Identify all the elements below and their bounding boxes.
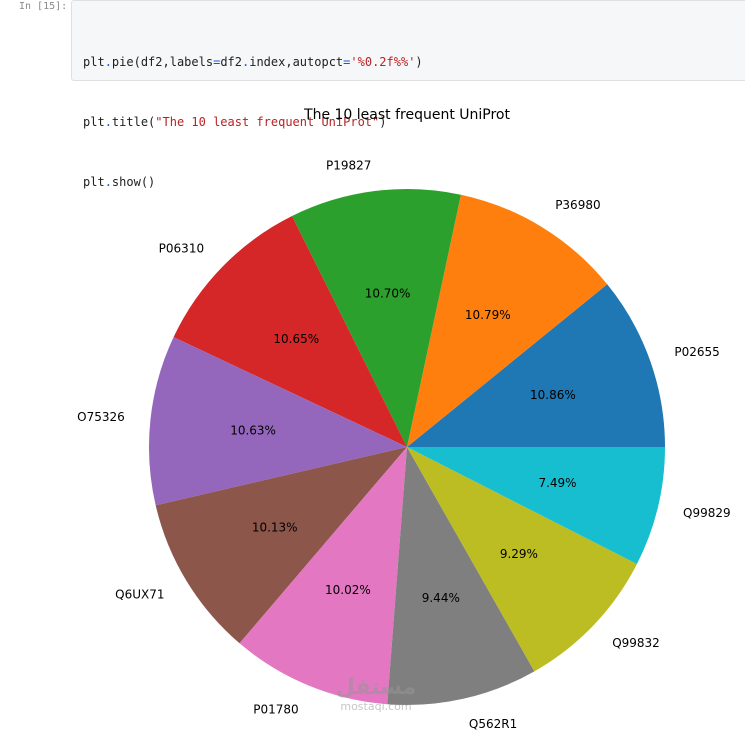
percent-label-o75326: 10.63% — [230, 424, 276, 438]
code-token: ) — [415, 55, 423, 69]
category-label-p36980: P36980 — [555, 198, 600, 212]
chart-title: The 10 least frequent UniProt — [303, 107, 510, 123]
code-line-2: plt.title("The 10 least frequent UniProt… — [83, 112, 423, 132]
percent-label-q6ux71: 10.13% — [252, 520, 298, 534]
code-token: show() — [111, 175, 156, 189]
category-label-q6ux71: Q6UX71 — [115, 587, 164, 601]
pie-slice-p02655 — [407, 284, 665, 447]
code-token: . — [104, 175, 112, 189]
pie-slice-o75326 — [148, 337, 407, 506]
category-label-p19827: P19827 — [326, 158, 371, 172]
code-token: = — [213, 55, 221, 69]
code-token: pie(df2,labels — [111, 55, 214, 69]
code-token: . — [104, 55, 112, 69]
percent-label-p36980: 10.79% — [465, 308, 511, 322]
code-token: ) — [379, 115, 387, 129]
code-token: . — [242, 55, 250, 69]
category-label-q99829: Q99829 — [683, 506, 731, 520]
pie-slice-q99832 — [407, 447, 637, 672]
category-label-p02655: P02655 — [674, 345, 719, 359]
code-token: '%0.2f%%' — [350, 55, 416, 69]
code-token: plt — [83, 115, 105, 129]
code-cell[interactable]: plt.pie(df2,labels=df2.index,autopct='%0… — [71, 0, 745, 189]
percent-label-q99832: 9.29% — [500, 547, 538, 561]
pie-slice-p36980 — [407, 194, 608, 447]
pie-slice-q562r1 — [387, 447, 535, 705]
category-label-q562r1: Q562R1 — [469, 717, 517, 731]
code-token: = — [343, 55, 351, 69]
pie-percent-labels: 10.86% 10.79% 10.70% 10.65% 10.63% 10.13% 10.0… — [230, 286, 576, 605]
pie-slice-q99829 — [407, 447, 665, 564]
pie-category-labels: P02655 P36980 P19827 P06310 O75326 Q6UX71 P017… — [77, 158, 730, 731]
pie-slice-p01780 — [239, 447, 407, 705]
code-token: df2 — [220, 55, 242, 69]
cell-prompt-label: In [15]: — [19, 1, 68, 12]
code-token: title( — [111, 115, 156, 129]
category-label-q99832: Q99832 — [612, 636, 660, 650]
percent-label-p02655: 10.86% — [530, 388, 576, 402]
code-editor[interactable]: plt.pie(df2,labels=df2.index,autopct='%0… — [83, 12, 423, 232]
code-token: . — [104, 115, 112, 129]
percent-label-p19827: 10.70% — [365, 286, 411, 300]
pie-slice-p19827 — [292, 188, 461, 447]
percent-label-p01780: 10.02% — [325, 583, 371, 597]
code-line-1: plt.pie(df2,labels=df2.index,autopct='%0… — [83, 52, 423, 72]
percent-label-q562r1: 9.44% — [422, 591, 460, 605]
percent-label-p06310: 10.65% — [273, 332, 319, 346]
pie-slices — [148, 188, 665, 705]
category-label-o75326: O75326 — [77, 410, 125, 424]
category-label-p06310: P06310 — [159, 242, 204, 256]
pie-chart: The 10 least frequent UniProt 10.86% 10.7… — [77, 107, 730, 731]
code-token: index,autopct — [249, 55, 344, 69]
code-line-3: plt.show() — [83, 172, 423, 192]
category-label-p01780: P01780 — [253, 702, 298, 716]
pie-slice-p06310 — [173, 216, 407, 447]
code-token: "The 10 least frequent UniProt" — [155, 115, 380, 129]
pie-slice-q6ux71 — [155, 447, 407, 644]
code-token: plt — [83, 55, 105, 69]
percent-label-q99829: 7.49% — [538, 476, 576, 490]
code-token: plt — [83, 175, 105, 189]
